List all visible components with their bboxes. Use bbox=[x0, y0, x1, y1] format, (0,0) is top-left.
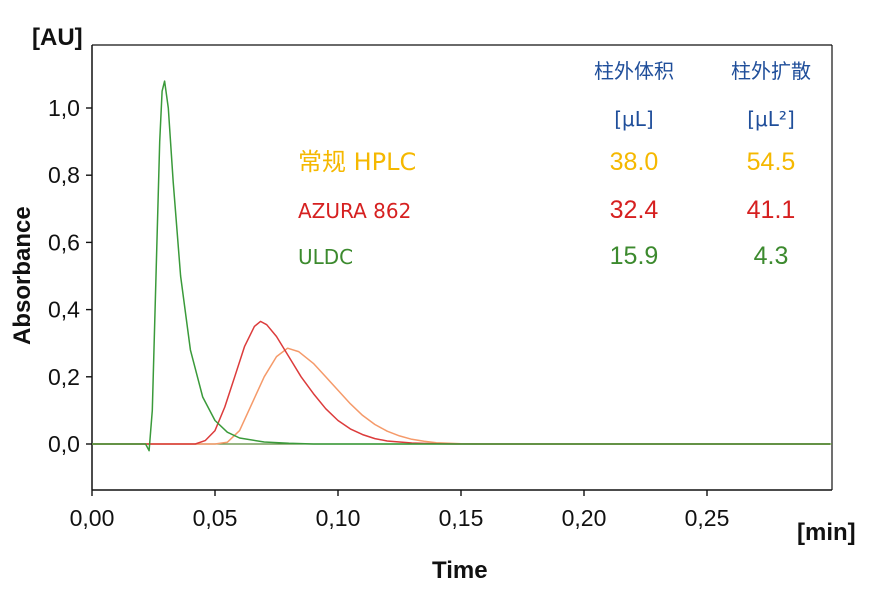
row-conventional-label: 常规 HPLC bbox=[298, 148, 416, 176]
y-tick-label: 0,0 bbox=[48, 431, 80, 457]
series-lines bbox=[92, 80, 830, 452]
y-axis-title: Absorbance bbox=[9, 206, 36, 345]
col2-unit: [μL²] bbox=[747, 107, 795, 131]
row-uldc-label: ULDC bbox=[298, 245, 353, 269]
x-ticks: 0,00 0,05 0,10 0,15 0,20 0,25 bbox=[70, 490, 730, 531]
x-tick-label: 0,25 bbox=[685, 505, 730, 531]
y-tick-label: 0,4 bbox=[48, 297, 80, 323]
legend-table: 柱外体积 柱外扩散 [μL] [μL²] 常规 HPLC 38.0 54.5 A… bbox=[298, 59, 811, 270]
azura-curve bbox=[92, 320, 830, 445]
row-uldc-v2: 4.3 bbox=[754, 242, 789, 270]
row-azura-label: AZURA 862 bbox=[298, 199, 411, 223]
y-unit-label: [AU] bbox=[32, 24, 83, 51]
row-uldc-v1: 15.9 bbox=[610, 242, 659, 270]
row-azura-v2: 41.1 bbox=[747, 196, 796, 224]
col1-header: 柱外体积 bbox=[594, 59, 674, 83]
y-ticks: 0,0 0,2 0,4 0,6 0,8 1,0 bbox=[48, 95, 92, 457]
y-tick-label: 1,0 bbox=[48, 95, 80, 121]
x-tick-label: 0,05 bbox=[193, 505, 238, 531]
y-tick-label: 0,2 bbox=[48, 364, 80, 390]
conventional-curve bbox=[92, 347, 830, 445]
x-unit-label: [min] bbox=[797, 519, 856, 546]
x-tick-label: 0,00 bbox=[70, 505, 115, 531]
x-tick-label: 0,20 bbox=[562, 505, 607, 531]
row-conventional-v1: 38.0 bbox=[610, 148, 659, 176]
row-conventional-v2: 54.5 bbox=[747, 148, 796, 176]
x-axis-title: Time bbox=[432, 557, 488, 584]
row-azura-v1: 32.4 bbox=[610, 196, 659, 224]
axes bbox=[91, 44, 833, 491]
uldc-curve bbox=[92, 80, 830, 452]
x-tick-label: 0,15 bbox=[439, 505, 484, 531]
y-tick-label: 0,6 bbox=[48, 229, 80, 255]
col2-header: 柱外扩散 bbox=[731, 59, 811, 83]
x-tick-label: 0,10 bbox=[316, 505, 361, 531]
col1-unit: [μL] bbox=[614, 107, 653, 131]
y-tick-label: 0,8 bbox=[48, 162, 80, 188]
